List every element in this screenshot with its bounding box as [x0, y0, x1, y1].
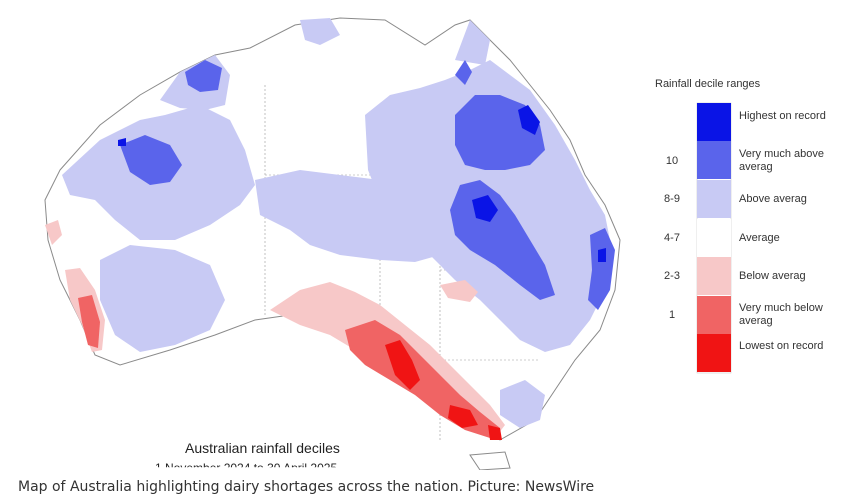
legend-label-lowest: Lowest on record [739, 340, 824, 352]
map-subtitle: 1 November 2024 to 30 April 2025 [155, 461, 338, 475]
legend-label-very-much-above: Very much above averag [739, 148, 824, 173]
rainfall-map-figure: Rainfall decile ranges Highest on record… [44, 17, 826, 470]
swatch-lowest [697, 334, 731, 372]
swatch-highest [697, 103, 731, 141]
decile-8-9: 8-9 [664, 193, 680, 205]
swatch-very-much-below [697, 296, 731, 334]
swatch-very-much-above [697, 141, 731, 179]
image-caption: Map of Australia highlighting dairy shor… [18, 479, 595, 495]
lowest-on-record-regions [385, 340, 502, 440]
decile-4-7: 4-7 [664, 232, 680, 244]
legend-label-average: Average [739, 232, 780, 244]
caption-bar: Map of Australia highlighting dairy shor… [0, 470, 862, 504]
map-title: Australian rainfall deciles [185, 440, 340, 456]
australia-map [44, 17, 732, 470]
tasmania [469, 451, 511, 470]
swatch-above [697, 180, 731, 218]
highest-on-record-regions [118, 105, 606, 262]
legend-label-above: Above averag [739, 193, 807, 205]
legend-label-very-much-below: Very much below averag [739, 302, 823, 327]
decile-2-3: 2-3 [664, 270, 680, 282]
decile-10: 10 [665, 155, 679, 167]
legend-label-highest: Highest on record [739, 110, 826, 122]
legend-label-below: Below averag [739, 270, 806, 282]
decile-1: 1 [668, 309, 676, 321]
legend-title: Rainfall decile ranges [655, 78, 761, 90]
swatch-average [697, 219, 731, 257]
swatch-below [697, 257, 731, 295]
